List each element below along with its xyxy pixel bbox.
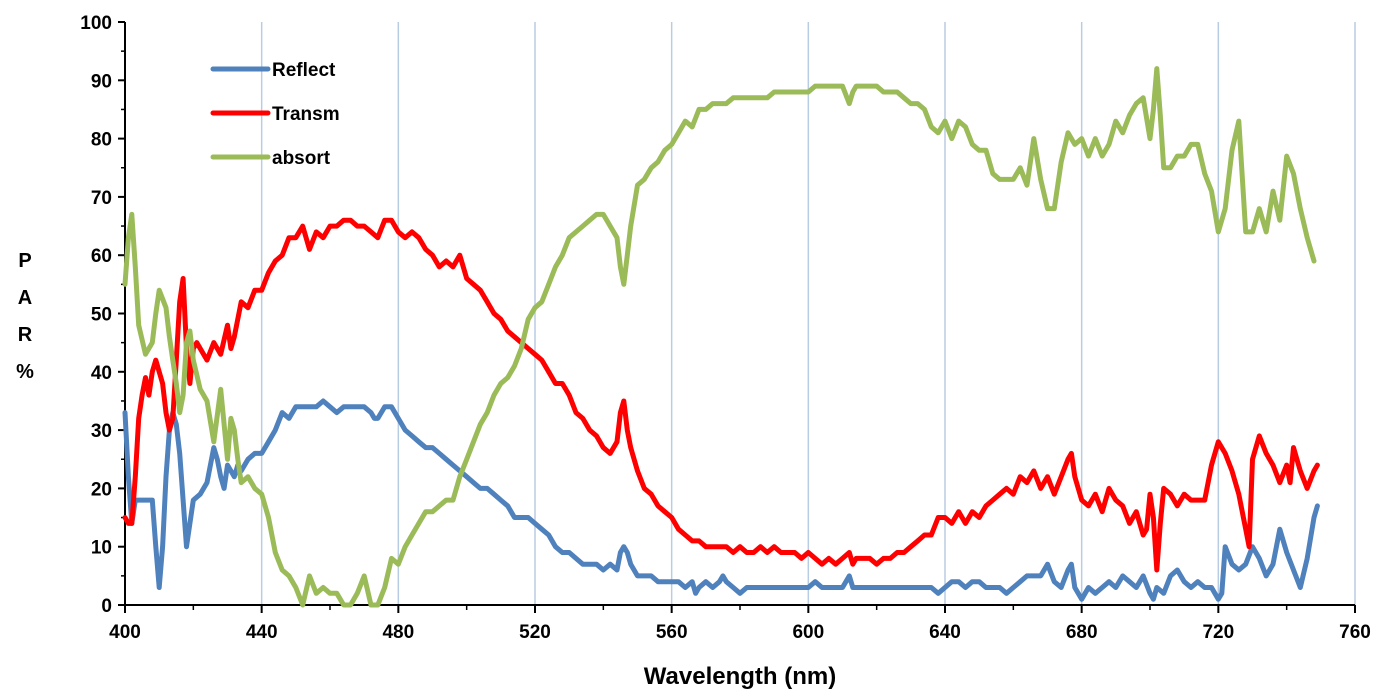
y-tick-label-20: 20	[91, 479, 112, 500]
y-axis-title-char: R	[18, 324, 33, 346]
series-line-reflect	[122, 398, 1320, 602]
y-tick-label-70: 70	[91, 188, 112, 209]
x-tick-label-400: 400	[109, 622, 141, 643]
legend-label-absort: absort	[272, 148, 331, 169]
y-tick-label-60: 60	[91, 246, 112, 267]
axes	[118, 21, 1356, 613]
y-axis-title-char: %	[16, 361, 34, 383]
series-line-transm	[122, 217, 1320, 573]
x-tick-label-720: 720	[1202, 622, 1234, 643]
x-tick-label-520: 520	[519, 622, 551, 643]
y-tick-label-10: 10	[91, 538, 112, 559]
x-tick-label-560: 560	[656, 622, 688, 643]
x-tick-label-760: 760	[1339, 622, 1371, 643]
x-tick-label-640: 640	[929, 622, 961, 643]
legend-label-transm: Transm	[272, 104, 340, 125]
tick-labels: 0 10 20 30 40 50 60 70 80 90 100 400 440 480 520 560 600…	[80, 13, 1371, 643]
legend: Reflect Transm absort	[210, 60, 340, 169]
y-tick-label-0: 0	[101, 596, 112, 617]
y-tick-label-30: 30	[91, 421, 112, 442]
y-tick-label-80: 80	[91, 130, 112, 151]
series-line-absort	[122, 66, 1317, 608]
x-axis-title: Wavelength (nm)	[644, 663, 836, 690]
y-tick-label-50: 50	[91, 305, 112, 326]
y-axis-title-char: P	[18, 250, 31, 272]
grid-lines	[260, 22, 1356, 605]
series-lines	[122, 66, 1320, 608]
x-tick-label-480: 480	[382, 622, 414, 643]
x-tick-label-680: 680	[1066, 622, 1098, 643]
legend-label-reflect: Reflect	[272, 60, 336, 81]
x-tick-label-600: 600	[792, 622, 824, 643]
y-tick-label-100: 100	[80, 13, 112, 34]
x-tick-label-440: 440	[246, 622, 278, 643]
y-tick-label-40: 40	[91, 363, 112, 384]
y-tick-label-90: 90	[91, 71, 112, 92]
y-axis-title-char: A	[18, 287, 32, 309]
y-axis-title: PAR%	[16, 250, 34, 383]
